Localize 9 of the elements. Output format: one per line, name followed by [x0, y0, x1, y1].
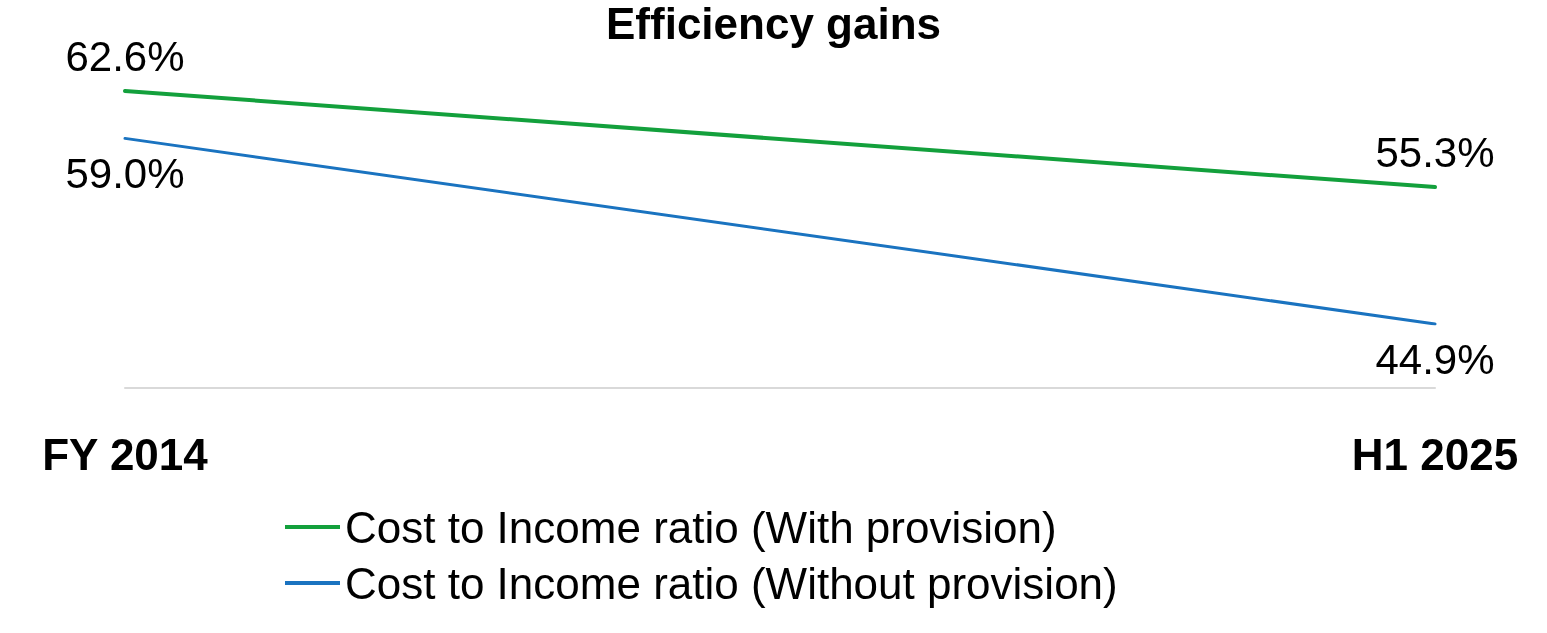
legend-label: Cost to Income ratio (With provision): [345, 502, 1057, 552]
x-tick-label: H1 2025: [1351, 429, 1519, 479]
legend-label: Cost to Income ratio (Without provision): [345, 558, 1118, 608]
x-tick-label: FY 2014: [42, 429, 209, 479]
data-label: 44.9%: [1375, 335, 1495, 383]
data-label: 59.0%: [65, 149, 185, 197]
chart-title: Efficiency gains: [605, 0, 942, 48]
data-label: 62.6%: [65, 32, 185, 80]
data-label: 55.3%: [1375, 128, 1495, 176]
